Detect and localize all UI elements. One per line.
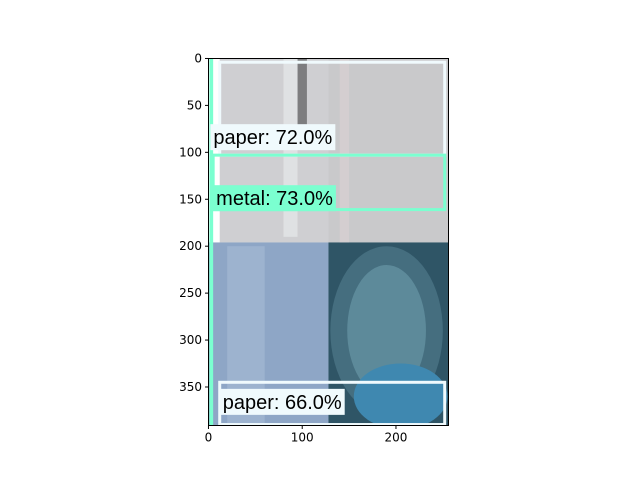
- detection-label-0: paper: 72.0%: [213, 127, 332, 149]
- cardboard-fold: [339, 58, 350, 243]
- y-tick-label-150: 150: [179, 192, 202, 206]
- y-tick-label-100: 100: [179, 145, 202, 159]
- image-area: [208, 58, 448, 425]
- y-tick-label-50: 50: [187, 98, 202, 112]
- left-strip: [209, 58, 214, 425]
- glass-tube-shadow: [297, 58, 307, 134]
- detection-label-1: metal: 73.0%: [216, 188, 333, 210]
- detection-label-bg-0: [210, 124, 336, 151]
- y-tick-label-300: 300: [179, 333, 202, 347]
- x-tick-label-200: 200: [385, 431, 408, 445]
- axis-ticks: 0 100 200 0 50 100 150 200 250 300 350: [179, 51, 407, 444]
- detection-label-bg-2: [219, 388, 345, 415]
- glass-tube-tile: [219, 58, 329, 243]
- detection-labels: paper: 72.0% metal: 73.0% paper: 66.0%: [210, 124, 345, 415]
- detection-label-2: paper: 66.0%: [223, 392, 342, 414]
- x-tick-label-0: 0: [205, 431, 213, 445]
- axes-frame: [208, 58, 449, 426]
- y-tick-label-200: 200: [179, 239, 202, 253]
- y-tick-label-0: 0: [194, 51, 202, 65]
- y-tick-label-250: 250: [179, 286, 202, 300]
- x-tick-label-100: 100: [291, 431, 314, 445]
- y-tick-label-350: 350: [179, 380, 202, 394]
- detection-label-bg-1: [213, 185, 336, 212]
- blue-cap-disc: [353, 363, 448, 425]
- metal-lid-inner: [347, 264, 426, 397]
